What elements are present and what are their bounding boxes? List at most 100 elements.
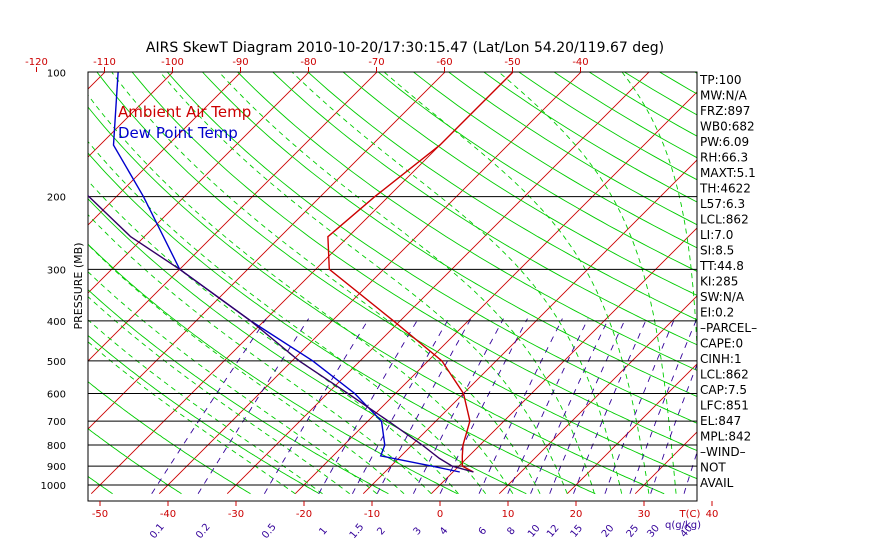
index-item: –WIND–	[700, 445, 746, 459]
index-item: TT:44.8	[699, 259, 744, 273]
isotherm-line	[0, 63, 46, 493]
moist-adiabat-line	[88, 214, 432, 495]
index-item: EI:0.2	[700, 306, 734, 320]
mixing-ratio-line	[439, 318, 528, 494]
mixing-ratio-line	[530, 318, 609, 494]
dry-adiabat-line	[88, 381, 251, 495]
mixing-ratio-line	[507, 318, 589, 494]
mixing-ratio-line	[151, 318, 267, 494]
y-axis-label: PRESSURE (MB)	[72, 243, 85, 330]
isotherm-line	[88, 72, 174, 158]
index-item: CINH:1	[700, 352, 742, 366]
dry-adiabat-line	[88, 243, 458, 495]
dry-adiabat-line	[447, 72, 697, 226]
index-item: TP:100	[699, 73, 742, 87]
index-item: PW:6.09	[700, 135, 749, 149]
x-tick-label-bottom: -30	[228, 509, 244, 520]
isotherm-line	[88, 72, 106, 90]
x-tick-label-top: -70	[368, 57, 384, 68]
moist-adiabat-line	[219, 72, 595, 494]
x-tick-label-top: -40	[572, 57, 588, 68]
x-tick-label-top: -110	[93, 57, 116, 68]
index-item: KI:285	[700, 275, 738, 289]
x-tick-label-bottom: -20	[296, 509, 312, 520]
dry-adiabat-line	[131, 72, 697, 452]
mixing-ratio-line	[573, 318, 648, 494]
x-tick-label-top: -100	[161, 57, 184, 68]
mixing-ratio-label: 25	[625, 523, 642, 540]
isotherm-line	[294, 91, 697, 495]
dry-adiabat-line	[412, 72, 697, 249]
x-unit-label: T(C)	[679, 509, 701, 520]
moist-adiabat-line	[88, 271, 378, 495]
dry-adiabat-line	[88, 152, 596, 495]
isotherm-line	[498, 295, 697, 495]
plot-frame	[87, 71, 698, 502]
dry-adiabat-line	[88, 428, 182, 495]
isotherm-line	[839, 63, 870, 493]
isotherm-line	[430, 227, 697, 495]
ambient-air-temp-line	[327, 72, 513, 473]
x-tick-label-bottom: -40	[160, 509, 176, 520]
dry-adiabat-line	[88, 198, 527, 495]
index-item: FRZ:897	[700, 104, 750, 118]
mixing-ratio-label: 15	[569, 523, 586, 540]
dry-adiabat-line	[0, 63, 44, 493]
index-item: L57:6.3	[700, 197, 745, 211]
moist-adiabat-line	[622, 72, 697, 355]
mixing-ratio-label: 6	[477, 525, 490, 537]
mixing-ratio-line	[264, 318, 370, 494]
x-tick-label-bottom: 30	[638, 509, 651, 520]
dry-adiabat-line	[88, 289, 389, 495]
moist-adiabat-line	[88, 94, 514, 494]
isotherm-line	[88, 72, 446, 430]
index-item: MPL:842	[700, 430, 751, 444]
isotherm-line	[88, 72, 310, 294]
dry-adiabat-line	[342, 72, 697, 296]
index-item: SW:N/A	[700, 290, 745, 304]
moist-adiabat-line	[88, 244, 405, 495]
dry-adiabat-line	[658, 72, 697, 95]
mixing-ratio-line	[318, 318, 419, 494]
mixing-ratio-line	[549, 318, 626, 494]
index-item: EL:847	[700, 414, 741, 428]
y-tick-label: 1000	[41, 481, 66, 492]
index-item: SI:8.5	[700, 244, 734, 258]
index-item: CAPE:0	[700, 337, 743, 351]
dry-adiabat-line	[201, 72, 697, 397]
dry-adiabat-line	[377, 72, 697, 272]
mixing-ratio-line	[352, 318, 449, 494]
moist-adiabat-line	[111, 72, 541, 494]
chart-title: AIRS SkewT Diagram 2010-10-20/17:30:15.4…	[146, 40, 664, 56]
index-item: MAXT:5.1	[700, 166, 756, 180]
isotherm-line	[88, 72, 378, 362]
mixing-ratio-label: 12	[545, 523, 562, 540]
moist-adiabat-line	[88, 296, 350, 495]
index-item: –PARCEL–	[700, 321, 757, 335]
x-tick-label-bottom: 20	[570, 509, 583, 520]
mixing-ratio-label: 3	[412, 525, 425, 537]
index-item: WB0:682	[700, 120, 755, 134]
mixing-ratio-unit-label: q(g/kg)	[665, 520, 701, 531]
dry-adiabat-line	[307, 72, 697, 321]
x-tick-label-top: -120	[25, 57, 48, 68]
y-tick-label: 800	[47, 441, 66, 452]
moist-adiabat-line	[384, 72, 650, 494]
mixing-ratio-label: 1	[317, 525, 330, 537]
mixing-ratio-line	[478, 318, 563, 494]
x-tick-label-bottom: -10	[364, 509, 380, 520]
x-tick-label-top: -90	[232, 57, 248, 68]
legend: Ambient Air Temp Dew Point Temp	[118, 103, 251, 142]
dry-adiabat-line	[483, 72, 697, 203]
index-item: NOT	[700, 461, 726, 475]
mixing-ratio-label: 20	[600, 523, 617, 540]
mixing-ratio-label: 10	[526, 523, 543, 540]
index-item: LFC:851	[700, 399, 749, 413]
isotherm-line	[771, 63, 870, 493]
mixing-ratio-label: 8	[505, 525, 518, 537]
dry-adiabat-line	[166, 72, 697, 424]
index-item: CAP:7.5	[700, 383, 747, 397]
y-tick-label: 700	[47, 417, 66, 428]
isotherm-line	[566, 363, 697, 495]
